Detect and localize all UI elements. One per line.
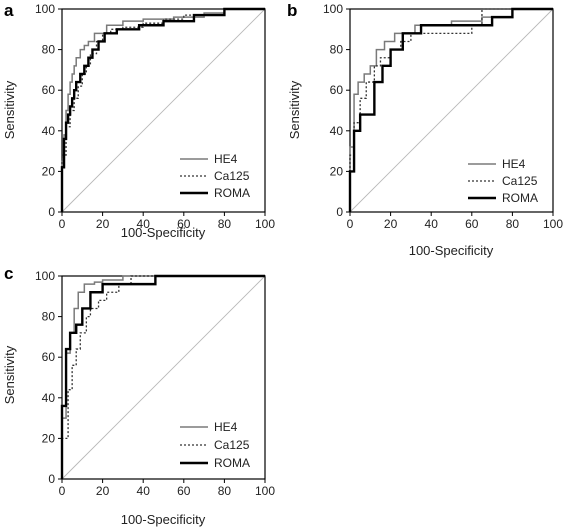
panel-label-b: b (287, 1, 297, 20)
x-tick-label-c: 80 (218, 484, 232, 498)
x-tick-label-a: 80 (218, 217, 232, 231)
legend-b: HE4 Ca125 ROMA (468, 157, 538, 205)
x-tick-label-c: 100 (255, 484, 275, 498)
y-axis-label-a: Sensitivity (2, 80, 17, 139)
y-tick-label-a: 80 (42, 43, 56, 57)
y-tick-label-b: 20 (330, 164, 344, 178)
x-tick-label-c: 20 (96, 484, 110, 498)
x-tick-label-b: 0 (347, 217, 354, 231)
legend-label-ca125-c: Ca125 (214, 438, 250, 452)
y-tick-label-b: 80 (330, 43, 344, 57)
y-tick-label-a: 100 (35, 2, 55, 16)
panel-label-c: c (4, 264, 13, 283)
x-tick-label-a: 0 (59, 217, 66, 231)
y-tick-label-a: 60 (42, 83, 56, 97)
plot-frame-b (349, 8, 554, 213)
legend-label-he4-a: HE4 (214, 152, 238, 166)
x-tick-label-a: 100 (255, 217, 275, 231)
x-tick-label-b: 60 (465, 217, 479, 231)
panel-b: b Sensitivity 100-Specificity 0 20 40 60 80 1… (287, 1, 563, 258)
panel-label-a: a (4, 1, 14, 20)
roc-curve-roma-c (60, 274, 265, 479)
x-tick-label-a: 40 (137, 217, 151, 231)
x-axis-label-c: 100-Specificity (121, 512, 206, 527)
roc-curve-roma-b (348, 7, 553, 212)
y-tick-label-b: 40 (330, 124, 344, 138)
x-tick-label-b: 40 (425, 217, 439, 231)
y-tick-label-a: 40 (42, 124, 56, 138)
roc-curve-ca125-b (349, 8, 553, 212)
y-tick-label-b: 60 (330, 83, 344, 97)
y-axis-label-c: Sensitivity (2, 345, 17, 404)
roc-curve-roma-a (60, 7, 265, 212)
panel-a: a Sensitivity 100-Specificity 0 20 40 60 80 1… (2, 1, 275, 240)
legend-label-he4-c: HE4 (214, 420, 238, 434)
legend-c: HE4 Ca125 ROMA (180, 420, 250, 470)
legend-label-roma-a: ROMA (214, 186, 250, 200)
plot-frame-a (61, 8, 266, 213)
y-tick-label-c: 100 (35, 269, 55, 283)
y-tick-label-c: 20 (42, 431, 56, 445)
y-tick-label-b: 100 (323, 2, 343, 16)
legend-label-ca125-b: Ca125 (502, 174, 538, 188)
plot-area-c: 0 20 40 60 80 100 0 20 40 60 80 100 (35, 269, 275, 498)
legend-label-roma-b: ROMA (502, 191, 538, 205)
roc-curve-he4-b (349, 8, 553, 212)
plot-area-a: 0 20 40 60 80 100 0 20 40 60 80 100 (35, 2, 275, 231)
x-tick-label-b: 80 (506, 217, 520, 231)
x-tick-label-c: 40 (137, 484, 151, 498)
legend-label-he4-b: HE4 (502, 157, 526, 171)
y-tick-label-b: 0 (336, 205, 343, 219)
y-tick-label-a: 20 (42, 164, 56, 178)
y-axis-label-b: Sensitivity (287, 80, 302, 139)
x-tick-label-c: 60 (177, 484, 191, 498)
x-axis-label-b: 100-Specificity (409, 243, 494, 258)
x-tick-label-a: 60 (177, 217, 191, 231)
y-tick-label-c: 40 (42, 391, 56, 405)
y-tick-label-a: 0 (48, 205, 55, 219)
x-tick-label-b: 100 (543, 217, 563, 231)
y-tick-label-c: 80 (42, 310, 56, 324)
reference-diagonal-a (61, 8, 266, 213)
panel-c: c Sensitivity 100-Specificity 0 20 40 60 80 1… (2, 264, 275, 527)
legend-label-ca125-a: Ca125 (214, 169, 250, 183)
reference-diagonal-c (61, 275, 266, 480)
x-axis-label-a: 100-Specificity (121, 225, 206, 240)
plot-area-b: 0 20 40 60 80 100 0 20 40 60 80 100 (323, 2, 563, 231)
y-tick-label-c: 0 (48, 472, 55, 486)
reference-diagonal-b (349, 8, 554, 213)
y-tick-label-c: 60 (42, 350, 56, 364)
legend-a: HE4 Ca125 ROMA (180, 152, 250, 200)
x-tick-label-b: 20 (384, 217, 398, 231)
x-tick-label-a: 20 (96, 217, 110, 231)
legend-label-roma-c: ROMA (214, 456, 250, 470)
x-tick-label-c: 0 (59, 484, 66, 498)
